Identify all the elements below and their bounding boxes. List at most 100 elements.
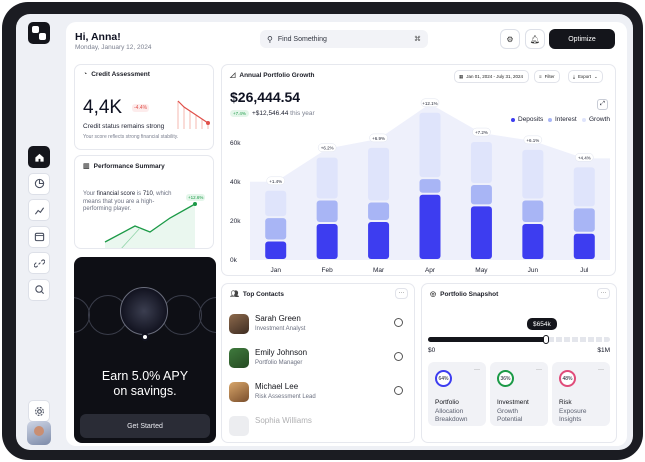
bar-value-label: +6.1% xyxy=(526,138,539,143)
contact-row[interactable]: Sarah Green Investment Analyst xyxy=(229,312,411,340)
progress-ring: 36% xyxy=(497,370,514,387)
performance-chart xyxy=(104,202,197,248)
message-icon[interactable] xyxy=(394,352,403,361)
user-avatar[interactable] xyxy=(27,421,51,445)
card-title: Annual Portfolio Growth xyxy=(239,71,315,79)
promo-headline: Earn 5.0% APY xyxy=(101,369,189,383)
zoom-icon xyxy=(34,285,44,295)
link-icon xyxy=(33,259,45,267)
sidebar-item-home[interactable] xyxy=(28,146,50,168)
top-contacts-card: 👥︎ Top Contacts ··· Sarah Green Investme… xyxy=(221,283,415,443)
more-icon[interactable]: ··· xyxy=(474,367,480,373)
search-icon: ⚲ xyxy=(267,34,273,44)
contact-row[interactable]: Emily Johnson Portfolio Manager xyxy=(229,346,411,374)
contact-role: Investment Analyst xyxy=(255,326,306,332)
contact-photo xyxy=(229,416,249,436)
bar-label-bg xyxy=(523,135,543,145)
more-options-button[interactable]: ··· xyxy=(395,288,408,299)
bar-interest xyxy=(522,200,544,222)
performance-text: Your financial score is 710, which means… xyxy=(83,191,172,212)
contact-row[interactable]: Sophia Williams xyxy=(229,414,411,442)
notifications-button[interactable]: 🔔︎ xyxy=(525,29,545,49)
bar-label-bg xyxy=(575,153,594,162)
line-chart-icon: ◿ xyxy=(230,72,236,79)
performance-badge: +12.6% xyxy=(186,194,206,201)
filter-button[interactable]: ≡ Filter xyxy=(534,70,560,83)
bar-interest xyxy=(316,200,338,222)
get-started-button[interactable]: Get Started xyxy=(80,414,210,438)
bar-value-label: +1.4% xyxy=(269,179,282,184)
progress-ring: 48% xyxy=(559,370,576,387)
app-logo[interactable] xyxy=(28,22,50,44)
more-options-button[interactable]: ··· xyxy=(597,288,610,299)
sidebar-item-analytics[interactable] xyxy=(28,199,50,221)
expand-icon[interactable]: ⤢ xyxy=(597,99,608,110)
card-title: Top Contacts xyxy=(242,290,284,298)
bar-deposits xyxy=(368,222,390,259)
contact-row[interactable]: Michael Lee Risk Assessment Lead xyxy=(229,380,411,408)
progress-ring: 64% xyxy=(435,370,452,387)
snapshot-card-allocation[interactable]: 64% ··· Portfolio Allocation Breakdown xyxy=(428,362,486,426)
bar-deposits xyxy=(573,233,595,259)
app-screen: Hi, Anna! Monday, January 12, 2024 ⚲ Fin… xyxy=(16,14,633,450)
more-icon[interactable]: ··· xyxy=(536,367,542,373)
bar-value-label: +4.4% xyxy=(578,155,591,160)
credit-status: Credit status remains strong xyxy=(83,123,165,130)
snapshot-card-risk[interactable]: 48% ··· Risk Exposure Insights xyxy=(552,362,610,426)
value-slider-handle[interactable] xyxy=(543,335,550,344)
home-icon xyxy=(34,153,44,162)
bar-chart-icon: ▥ xyxy=(83,163,90,170)
slider-tooltip: $654k xyxy=(527,318,557,330)
bar-value-label: +6.2% xyxy=(321,146,334,151)
date-range-picker[interactable]: ▦ Jan 01, 2024 - July 31, 2024 xyxy=(454,70,529,83)
bar-value-label: +7.2% xyxy=(475,130,488,135)
bar-deposits xyxy=(316,223,338,259)
sidebar-item-links[interactable] xyxy=(28,252,50,274)
sidebar-item-portfolio[interactable] xyxy=(28,172,50,195)
greeting: Hi, Anna! xyxy=(75,31,121,43)
more-icon[interactable]: ··· xyxy=(598,367,604,373)
bar-growth xyxy=(573,167,595,207)
bar-growth xyxy=(419,112,441,178)
filter-icon: ≡ xyxy=(539,74,542,79)
gauge-icon: ◔ xyxy=(83,71,88,78)
optimize-button[interactable]: Optimize xyxy=(549,29,615,49)
contact-name: Emily Johnson xyxy=(255,348,308,357)
x-tick-label: Apr xyxy=(425,267,436,274)
savings-icon xyxy=(120,287,168,335)
legend-deposits: Deposits xyxy=(511,116,543,123)
message-icon[interactable] xyxy=(394,386,403,395)
bar-deposits xyxy=(470,206,492,259)
settings-icon-button[interactable]: ⚙ xyxy=(500,29,520,49)
download-icon: ⤓ xyxy=(573,74,575,79)
snapshot-card-growth[interactable]: 36% ··· Investment Growth Potential xyxy=(490,362,548,426)
bar-deposits xyxy=(522,223,544,259)
bar-growth xyxy=(316,157,338,199)
credit-assessment-card: ◔ Credit Assessment 4,4K -4.4% Credit st… xyxy=(74,64,214,150)
contact-role: Portfolio Manager xyxy=(255,360,303,366)
bar-value-label: +6.9% xyxy=(372,136,385,141)
card-title: Credit Assessment xyxy=(91,71,150,78)
performance-summary-card: ▥ Performance Summary Your financial sco… xyxy=(74,155,214,249)
gear-icon: ⚙ xyxy=(506,34,514,44)
search-input[interactable]: ⚲ Find Something ⌘ xyxy=(260,30,428,48)
x-tick-label: Feb xyxy=(322,267,334,274)
sidebar-item-calendar[interactable] xyxy=(28,225,50,248)
bar-value-label: +12.1% xyxy=(422,101,437,106)
gear-icon xyxy=(34,406,44,416)
shortcut-icon: ⌘ xyxy=(414,36,421,43)
portfolio-growth-card: ◿ Annual Portfolio Growth ▦ Jan 01, 2024… xyxy=(221,64,616,276)
credit-sparkline xyxy=(177,100,210,129)
card-title: Performance Summary xyxy=(93,162,165,170)
export-button[interactable]: ⤓ Export ⌄ xyxy=(568,70,603,83)
search-placeholder: Find Something xyxy=(277,35,327,43)
sidebar-item-search[interactable] xyxy=(28,278,50,301)
bar-label-bg xyxy=(317,143,337,152)
message-icon[interactable] xyxy=(394,318,403,327)
current-date: Monday, January 12, 2024 xyxy=(75,44,152,51)
settings-button[interactable] xyxy=(28,400,50,422)
growth-chip: +7.4% xyxy=(230,110,249,117)
bar-growth xyxy=(368,147,390,201)
y-tick-label: 0k xyxy=(230,257,238,264)
